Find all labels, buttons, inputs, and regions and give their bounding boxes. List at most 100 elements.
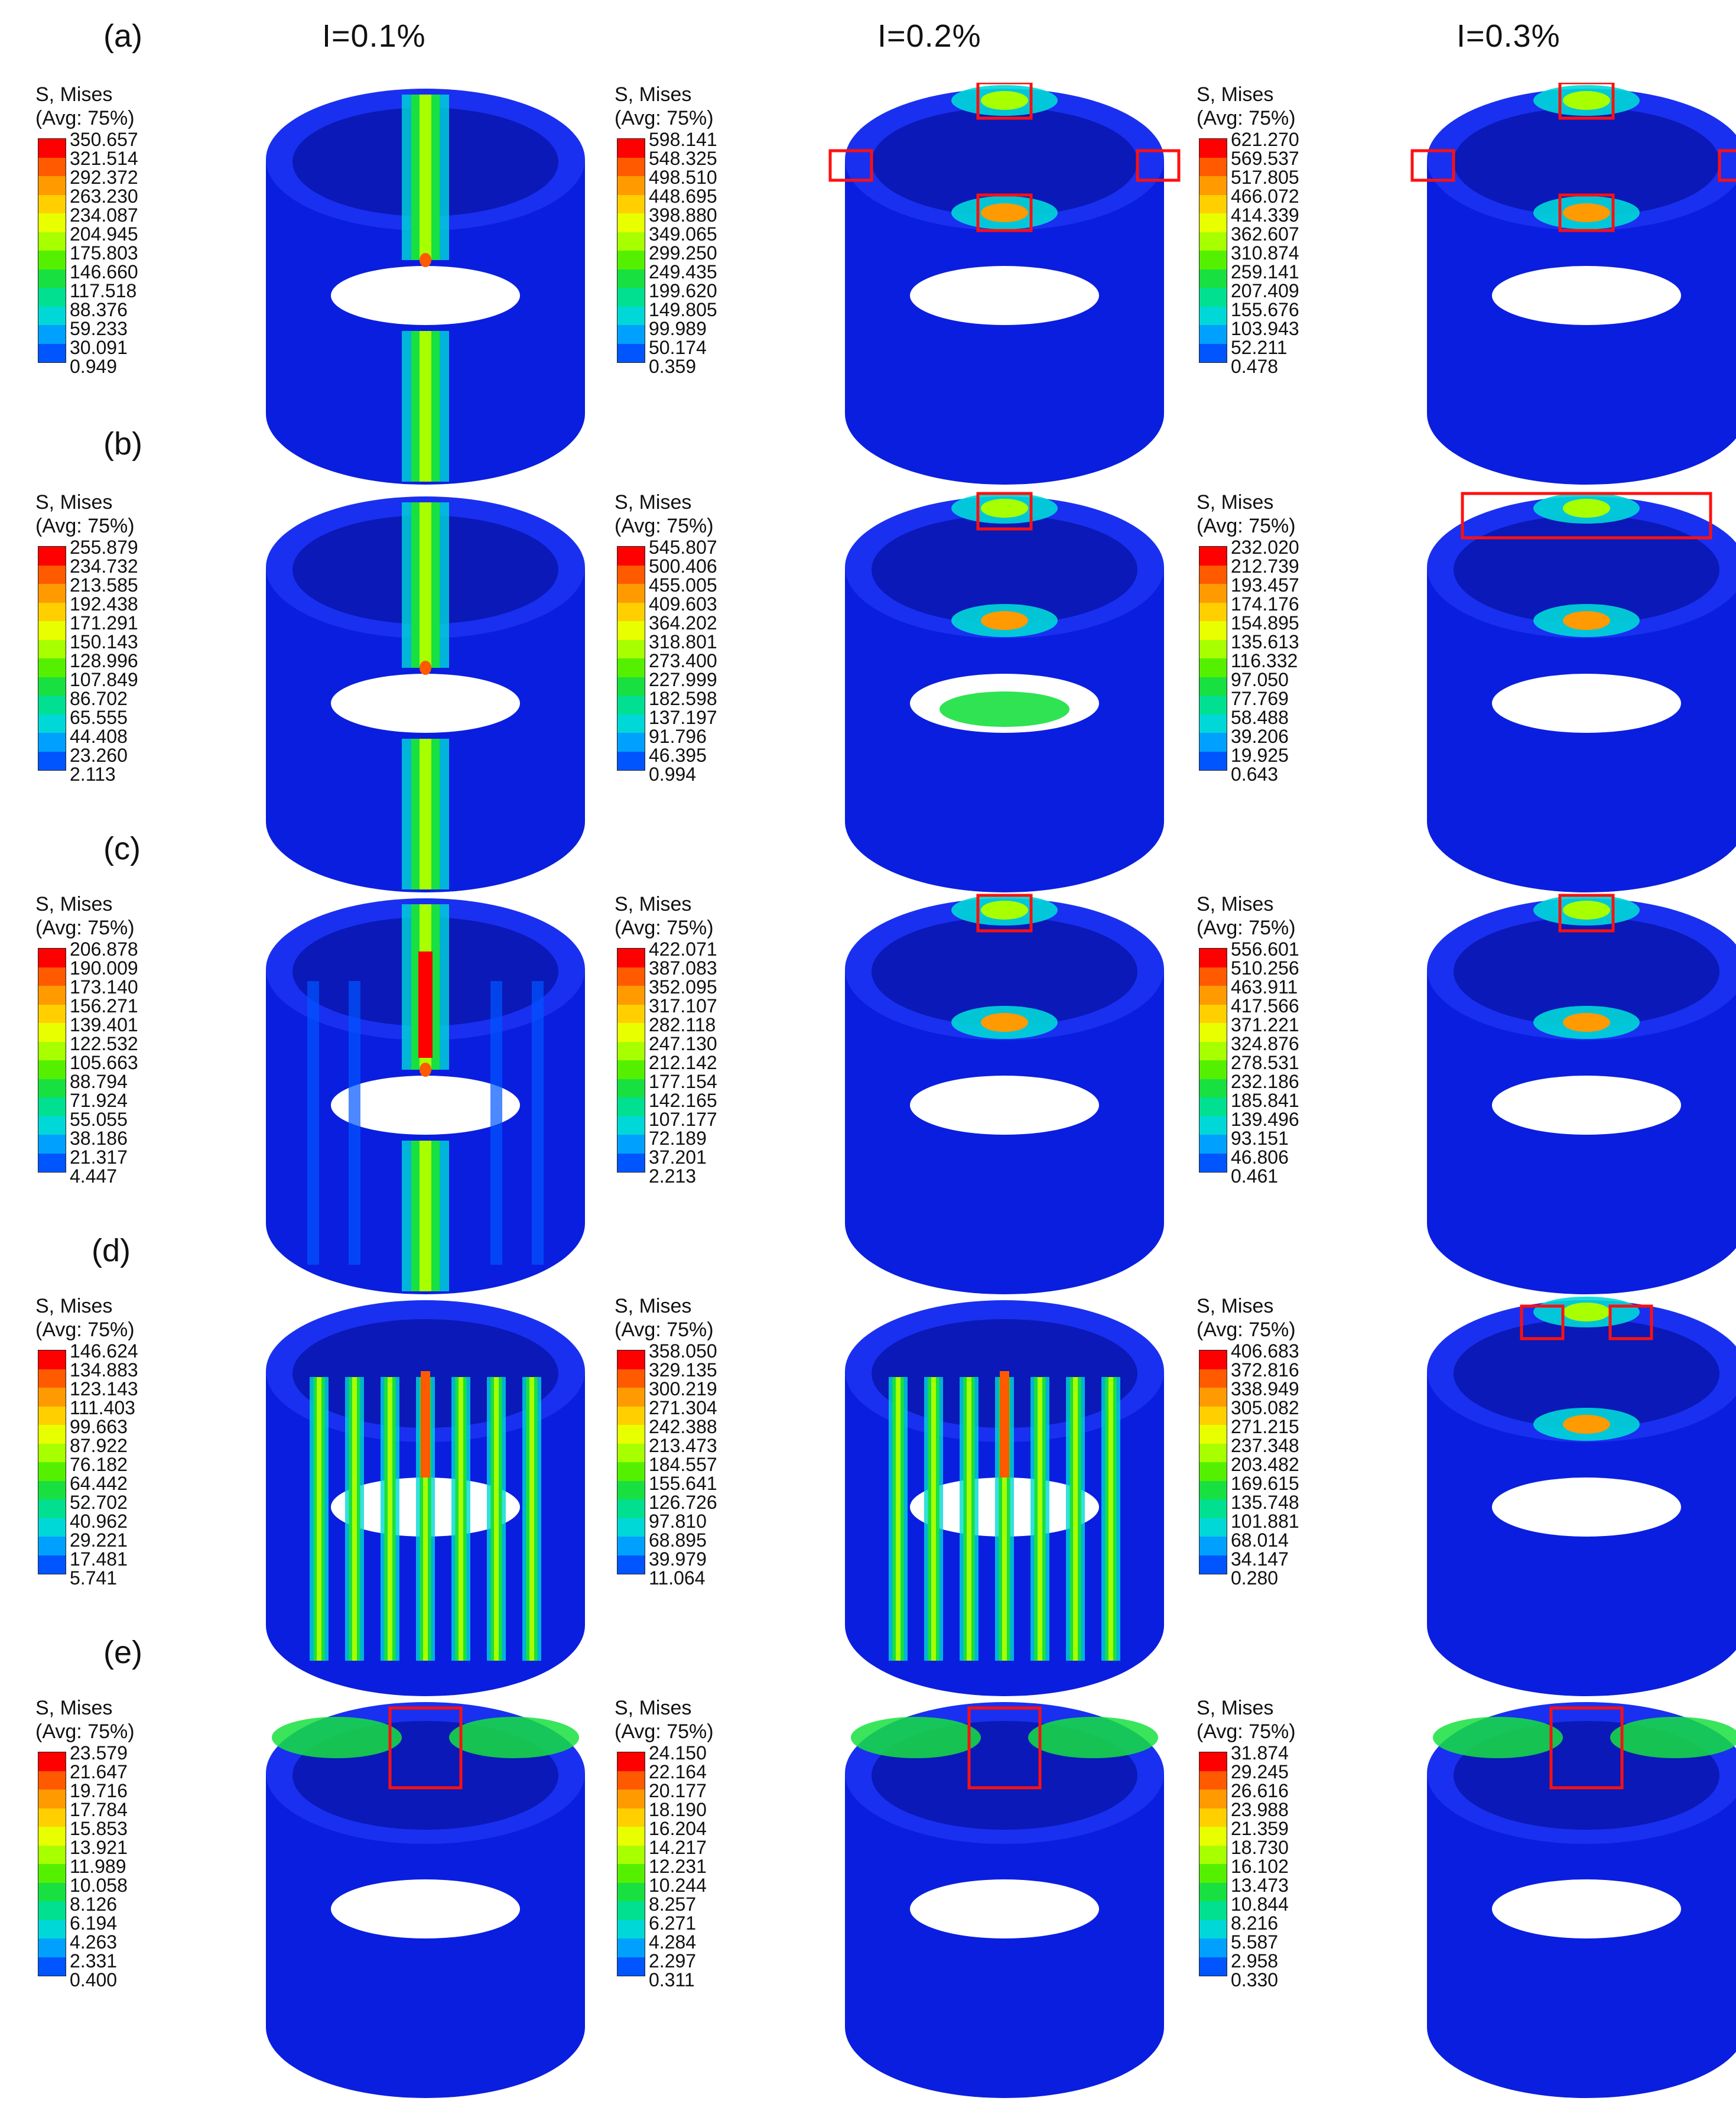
legend-swatch: [1199, 1041, 1227, 1060]
legend-title-line1: S, Mises: [35, 893, 113, 915]
legend-title-line1: S, Mises: [615, 1295, 692, 1317]
legend-value: 13.473: [1231, 1875, 1289, 1896]
legend-value: 387.083: [649, 957, 717, 979]
color-legend: S, Mises (Avg: 75%) 23.579 21.647 19.716 17.7…: [35, 1696, 248, 2051]
legend-swatch: [1199, 1443, 1227, 1462]
legend-title: S, Mises (Avg: 75%): [35, 892, 135, 940]
legend-swatch: [1199, 1771, 1227, 1790]
legend-title: S, Mises (Avg: 75%): [615, 1696, 714, 1743]
legend-value: 500.406: [649, 556, 717, 577]
legend-value: 510.256: [1231, 957, 1299, 979]
legend-value: 199.620: [649, 280, 717, 301]
legend-swatch: [38, 584, 66, 603]
legend-swatch: [617, 751, 645, 770]
legend-swatch: [38, 343, 66, 362]
legend-swatch: [617, 967, 645, 986]
legend-value: 52.702: [70, 1492, 128, 1513]
legend-value: 21.317: [70, 1147, 128, 1168]
legend-value: 123.143: [70, 1378, 138, 1399]
legend-value: 182.598: [649, 688, 717, 709]
legend-swatch: [617, 1462, 645, 1481]
legend-value: 207.409: [1231, 280, 1299, 301]
legend-value: 5.587: [1231, 1931, 1279, 1953]
legend-title-line2: (Avg: 75%): [1197, 107, 1296, 129]
legend-value: 4.284: [649, 1931, 697, 1953]
legend-value: 498.510: [649, 167, 717, 188]
legend-value: 8.126: [70, 1894, 118, 1915]
legend-value: 317.107: [649, 995, 717, 1017]
legend-value: 150.143: [70, 631, 138, 652]
legend-swatch: [38, 1845, 66, 1864]
legend-swatch: [38, 1499, 66, 1518]
legend-swatch: [38, 547, 66, 566]
legend-swatch: [38, 1406, 66, 1425]
legend-swatch: [38, 1480, 66, 1499]
legend-swatch: [617, 714, 645, 733]
legend-swatch: [1199, 1116, 1227, 1135]
legend-swatch: [617, 213, 645, 232]
legend-value: 192.438: [70, 593, 138, 615]
legend-value: 39.206: [1231, 726, 1289, 747]
legend-title: S, Mises (Avg: 75%): [615, 491, 714, 538]
legend-swatch: [38, 602, 66, 621]
legend-swatch: [1199, 1004, 1227, 1023]
legend-swatch: [38, 325, 66, 344]
legend-swatch: [1199, 1518, 1227, 1537]
legend-swatch: [1199, 325, 1227, 344]
legend-swatch: [38, 176, 66, 195]
legend-value: 372.816: [1231, 1359, 1299, 1381]
legend-swatch: [1199, 251, 1227, 269]
legend-color-bar: [38, 948, 66, 1173]
legend-value: 227.999: [649, 669, 717, 690]
legend-swatch: [617, 547, 645, 566]
legend-value: 417.566: [1231, 995, 1299, 1017]
legend-swatch: [38, 1443, 66, 1462]
legend-swatch: [617, 1537, 645, 1556]
legend-value: 2.958: [1231, 1950, 1279, 1972]
legend-swatch: [617, 1518, 645, 1537]
legend-swatch: [617, 1097, 645, 1116]
legend-swatch: [617, 1425, 645, 1444]
legend-value: 22.164: [649, 1761, 707, 1782]
legend-value: 466.072: [1231, 186, 1299, 207]
legend-swatch: [617, 1443, 645, 1462]
legend-swatch: [38, 157, 66, 176]
legend-swatch: [617, 1901, 645, 1920]
legend-swatch: [1199, 269, 1227, 288]
legend-color-bar: [1199, 138, 1227, 363]
legend-title-line2: (Avg: 75%): [35, 515, 135, 537]
legend-swatch: [617, 306, 645, 325]
legend-value: 349.065: [649, 223, 717, 245]
legend-value: 271.215: [1231, 1416, 1299, 1437]
legend-swatch: [617, 1079, 645, 1097]
contour-panel: S, Mises (Avg: 75%) 358.050 329.135 300.219 2…: [615, 1294, 1182, 1696]
legend-value: 39.979: [649, 1548, 707, 1570]
legend-swatch: [38, 1135, 66, 1154]
legend-title-line1: S, Mises: [615, 83, 692, 106]
legend-value: 23.988: [1231, 1799, 1289, 1820]
legend-value: 128.996: [70, 650, 138, 671]
legend-swatch: [617, 696, 645, 715]
legend-value: 44.408: [70, 726, 128, 747]
legend-value: 2.297: [649, 1950, 697, 1972]
legend-value: 59.233: [70, 318, 128, 339]
legend-value: 68.014: [1231, 1530, 1289, 1551]
legend-value: 19.716: [70, 1780, 128, 1801]
legend-swatch: [1199, 1537, 1227, 1556]
legend-value: 55.055: [70, 1109, 128, 1130]
legend-value: 135.748: [1231, 1492, 1299, 1513]
cylinder-contour-plot: [845, 1702, 1164, 2098]
legend-swatch: [617, 1480, 645, 1499]
legend-title-line2: (Avg: 75%): [35, 917, 135, 939]
legend-swatch: [38, 1350, 66, 1369]
legend-swatch: [1199, 1827, 1227, 1846]
legend-title-line1: S, Mises: [1197, 1295, 1274, 1317]
legend-swatch: [1199, 306, 1227, 325]
legend-value: 31.874: [1231, 1742, 1289, 1764]
legend-swatch: [1199, 1388, 1227, 1407]
color-legend: S, Mises (Avg: 75%) 406.683 372.816 338.949 3…: [1197, 1294, 1409, 1649]
legend-swatch: [38, 967, 66, 986]
legend-value: 414.339: [1231, 204, 1299, 226]
legend-swatch: [38, 194, 66, 213]
legend-swatch: [38, 1901, 66, 1920]
